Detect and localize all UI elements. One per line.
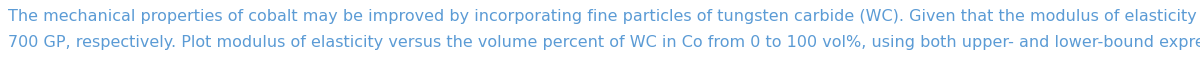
Text: 700 GP, respectively. Plot modulus of elasticity versus the volume percent of WC: 700 GP, respectively. Plot modulus of el… [8,34,1200,50]
Text: The mechanical properties of cobalt may be improved by incorporating fine partic: The mechanical properties of cobalt may … [8,9,1200,24]
